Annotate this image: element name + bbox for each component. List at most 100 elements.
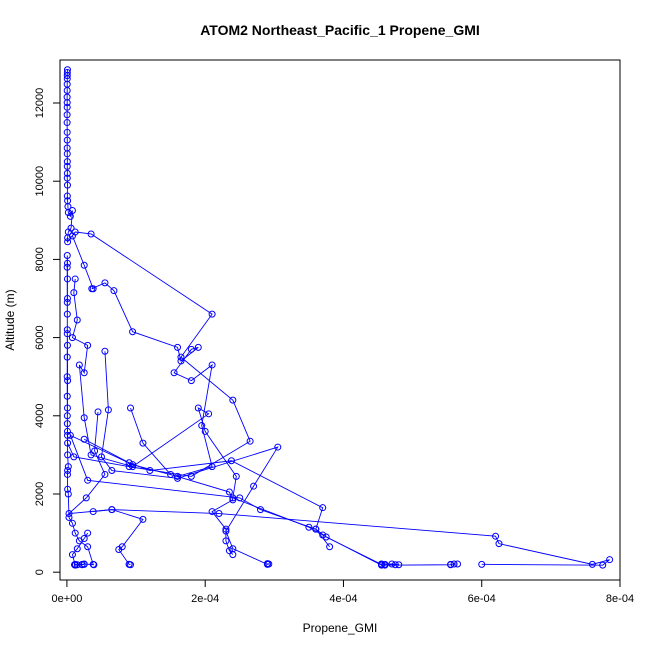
data-point bbox=[64, 238, 72, 246]
data-point bbox=[63, 99, 71, 107]
data-point bbox=[177, 357, 185, 365]
data-point bbox=[64, 439, 72, 447]
data-point bbox=[71, 529, 79, 537]
data-point bbox=[108, 506, 116, 514]
data-point bbox=[75, 361, 83, 369]
data-point bbox=[187, 472, 195, 480]
data-point bbox=[63, 192, 71, 200]
data-point bbox=[478, 560, 486, 568]
data-point bbox=[170, 369, 178, 377]
data-point bbox=[84, 476, 92, 484]
data-point bbox=[80, 369, 88, 377]
data-point bbox=[63, 392, 71, 400]
data-point bbox=[588, 560, 596, 568]
data-point bbox=[146, 467, 154, 475]
data-point bbox=[229, 496, 237, 504]
data-point bbox=[63, 111, 71, 119]
data-point bbox=[63, 150, 71, 158]
data-point bbox=[78, 561, 86, 569]
data-point bbox=[84, 529, 92, 537]
data-point bbox=[63, 341, 71, 349]
data-point bbox=[229, 494, 237, 502]
y-tick-label: 10000 bbox=[34, 166, 46, 197]
data-point bbox=[64, 463, 72, 471]
y-tick-label: 0 bbox=[34, 569, 46, 575]
data-point bbox=[63, 251, 71, 259]
data-point bbox=[187, 377, 195, 385]
y-axis-label: Altitude (m) bbox=[3, 289, 17, 350]
data-point bbox=[227, 457, 235, 465]
data-point bbox=[139, 439, 147, 447]
data-point bbox=[174, 474, 182, 482]
y-tick-label: 12000 bbox=[34, 88, 46, 119]
x-tick-label: 4e-04 bbox=[329, 593, 357, 605]
series-7 bbox=[80, 435, 334, 551]
data-point bbox=[63, 259, 71, 267]
data-point bbox=[125, 560, 133, 568]
data-point bbox=[63, 169, 71, 177]
data-point bbox=[71, 275, 79, 283]
data-point bbox=[87, 451, 95, 459]
data-point bbox=[205, 410, 213, 418]
data-point bbox=[208, 310, 216, 318]
series-9 bbox=[68, 529, 92, 569]
data-point bbox=[63, 128, 71, 136]
data-point bbox=[65, 510, 73, 518]
data-point bbox=[63, 470, 71, 478]
data-point bbox=[63, 103, 71, 111]
data-point bbox=[174, 472, 182, 480]
data-point bbox=[63, 119, 71, 127]
data-point bbox=[64, 490, 72, 498]
series-4 bbox=[97, 347, 282, 568]
data-point bbox=[97, 453, 105, 461]
data-point bbox=[68, 232, 76, 240]
data-point bbox=[447, 560, 455, 568]
y-tick-label: 8000 bbox=[34, 247, 46, 271]
data-point bbox=[63, 295, 71, 302]
data-point bbox=[87, 230, 95, 238]
x-tick-label: 8e-04 bbox=[606, 593, 634, 605]
series-layer bbox=[63, 66, 614, 569]
data-point bbox=[68, 519, 76, 527]
data-point bbox=[63, 298, 71, 306]
data-point bbox=[388, 560, 396, 568]
data-point bbox=[225, 488, 233, 496]
series-line bbox=[67, 411, 610, 566]
data-point bbox=[101, 279, 109, 287]
data-point bbox=[139, 515, 147, 523]
data-point bbox=[129, 328, 137, 336]
series-line bbox=[69, 235, 399, 566]
series-line bbox=[93, 509, 144, 566]
chart-title: ATOM2 Northeast_Pacific_1 Propene_GMI bbox=[200, 22, 480, 38]
y-axis: 0 2000 4000 6000 8000 10000 12000 bbox=[34, 88, 61, 575]
data-point bbox=[80, 261, 88, 269]
data-point bbox=[80, 414, 88, 422]
data-point bbox=[63, 310, 71, 318]
data-point bbox=[198, 422, 206, 430]
data-point bbox=[63, 158, 71, 166]
data-point bbox=[64, 451, 72, 459]
series-5 bbox=[65, 408, 614, 569]
data-point bbox=[377, 561, 385, 569]
data-point bbox=[495, 540, 503, 548]
data-point bbox=[90, 561, 98, 569]
data-point bbox=[222, 537, 230, 545]
data-point bbox=[68, 334, 76, 342]
data-point bbox=[64, 377, 72, 385]
y-tick-label: 2000 bbox=[34, 482, 46, 506]
data-point bbox=[68, 551, 76, 559]
data-point bbox=[63, 72, 71, 80]
data-point bbox=[174, 343, 182, 351]
data-point bbox=[326, 543, 334, 551]
data-point bbox=[63, 136, 71, 144]
data-point bbox=[606, 556, 614, 564]
data-point bbox=[63, 373, 71, 381]
data-point bbox=[84, 543, 92, 551]
series-line bbox=[83, 438, 330, 548]
data-point bbox=[63, 162, 71, 170]
data-point bbox=[63, 404, 71, 412]
data-point bbox=[63, 263, 71, 271]
series-line bbox=[130, 407, 234, 555]
data-point bbox=[312, 525, 320, 533]
data-point bbox=[89, 508, 97, 516]
